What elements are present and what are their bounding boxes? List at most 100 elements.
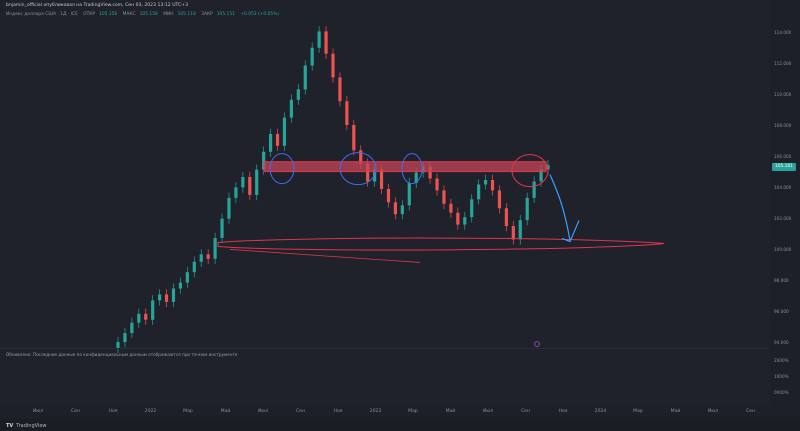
candle <box>435 178 439 191</box>
candle <box>213 237 217 259</box>
candle <box>511 226 515 240</box>
high-label: МАКС <box>122 12 136 17</box>
candle <box>268 133 273 152</box>
candle <box>483 180 488 185</box>
time-tick: Май <box>220 409 231 414</box>
candle <box>414 172 418 183</box>
time-tick: Мар <box>183 409 193 414</box>
candle <box>158 294 162 301</box>
candle <box>185 272 189 283</box>
candle <box>345 101 349 126</box>
candle <box>490 180 495 191</box>
candle <box>497 190 502 209</box>
candle <box>137 313 141 323</box>
data-note: Обновлено: Последние данные по конфиденц… <box>6 352 238 357</box>
candle <box>379 169 384 189</box>
time-tick: Июл <box>257 409 269 414</box>
drawing-annotations <box>217 152 665 347</box>
close-value: 105.151 <box>216 12 235 17</box>
tradingview-logo-icon: TV <box>6 423 14 429</box>
candle <box>463 217 467 225</box>
candle <box>428 166 432 179</box>
candle <box>393 202 398 215</box>
candle <box>386 188 391 203</box>
candle <box>317 31 321 48</box>
touch-circle <box>269 153 295 185</box>
candle <box>477 184 481 200</box>
open-value: 105.156 <box>99 12 118 17</box>
time-tick: 2024 <box>594 409 607 414</box>
price-tick: 102.000 <box>774 216 792 221</box>
time-tick: 2022 <box>144 409 157 414</box>
candle <box>262 151 266 170</box>
price-tick: 94.000 <box>774 340 789 345</box>
candle <box>407 182 411 206</box>
bottom-bar <box>0 419 800 431</box>
time-scale[interactable]: Июл Сен Ноя 2022 Мар Май Июл Сен Ноя 2023 Мар Май Ию… <box>0 405 770 423</box>
time-tick: Мар <box>408 409 418 414</box>
indicator-tick: 2000% <box>774 358 789 363</box>
time-tick: Сен <box>70 409 81 414</box>
candle <box>116 342 120 348</box>
symbol-name[interactable]: Индекс доллара США · 1Д · ICE <box>6 12 78 17</box>
candle <box>220 218 224 238</box>
open-label: ОТКР <box>83 12 96 17</box>
current-circle <box>511 154 549 188</box>
pane-separator[interactable] <box>0 348 770 349</box>
candle <box>275 133 280 146</box>
candle <box>255 169 259 195</box>
time-tick: Ноя <box>333 409 343 414</box>
candle <box>352 125 356 151</box>
low-value: 105.118 <box>177 12 196 17</box>
low-label: МИН <box>163 12 174 17</box>
symbol-legend: Индекс доллара США · 1Д · ICE ОТКР 105.15… <box>6 12 283 17</box>
candle <box>282 117 287 146</box>
candle-series <box>116 26 550 354</box>
candle <box>123 333 127 343</box>
candle <box>456 212 460 225</box>
brand-label: TradingView <box>16 423 47 429</box>
high-value: 105.158 <box>139 12 158 17</box>
candle <box>289 99 293 118</box>
candle <box>366 163 370 182</box>
candle <box>442 190 446 204</box>
current-price-tag: 105.161 <box>772 163 796 171</box>
time-tick: Ноя <box>108 409 118 414</box>
price-tick: 96.000 <box>774 309 789 314</box>
candle <box>449 203 453 213</box>
forecast-arrow <box>549 174 571 241</box>
price-tick: 112.000 <box>774 61 792 66</box>
indicator-tick: 0000% <box>774 390 789 395</box>
price-scale[interactable]: 114.000 112.000 110.000 108.000 106.000 104.0… <box>770 0 800 405</box>
support-ellipse <box>217 237 665 251</box>
touch-circle <box>339 152 377 186</box>
touch-circle <box>401 153 423 185</box>
price-tick: 104.000 <box>774 185 792 190</box>
candle <box>504 208 508 227</box>
candle <box>178 282 183 289</box>
tradingview-logo[interactable]: TV TradingView <box>6 423 47 429</box>
candle <box>296 89 300 100</box>
candle <box>310 47 314 66</box>
candle <box>151 300 155 320</box>
support-tail <box>229 249 421 263</box>
price-tick: 100.000 <box>774 247 792 252</box>
resistance-zone <box>263 161 547 173</box>
candle <box>164 294 169 302</box>
candle <box>359 150 363 164</box>
price-tick: 106.000 <box>774 154 792 159</box>
candle <box>518 220 522 240</box>
candle <box>470 199 474 218</box>
candle <box>303 65 307 90</box>
price-tick: 114.000 <box>774 30 792 35</box>
time-tick: Май <box>445 409 456 414</box>
price-chart[interactable] <box>0 0 770 405</box>
candle <box>532 181 536 198</box>
time-tick: Ноя <box>558 409 568 414</box>
candle <box>338 77 342 102</box>
candle <box>241 177 245 188</box>
candle <box>331 53 335 78</box>
candle <box>525 197 529 221</box>
chart-area[interactable] <box>0 0 770 405</box>
candle <box>144 313 148 320</box>
